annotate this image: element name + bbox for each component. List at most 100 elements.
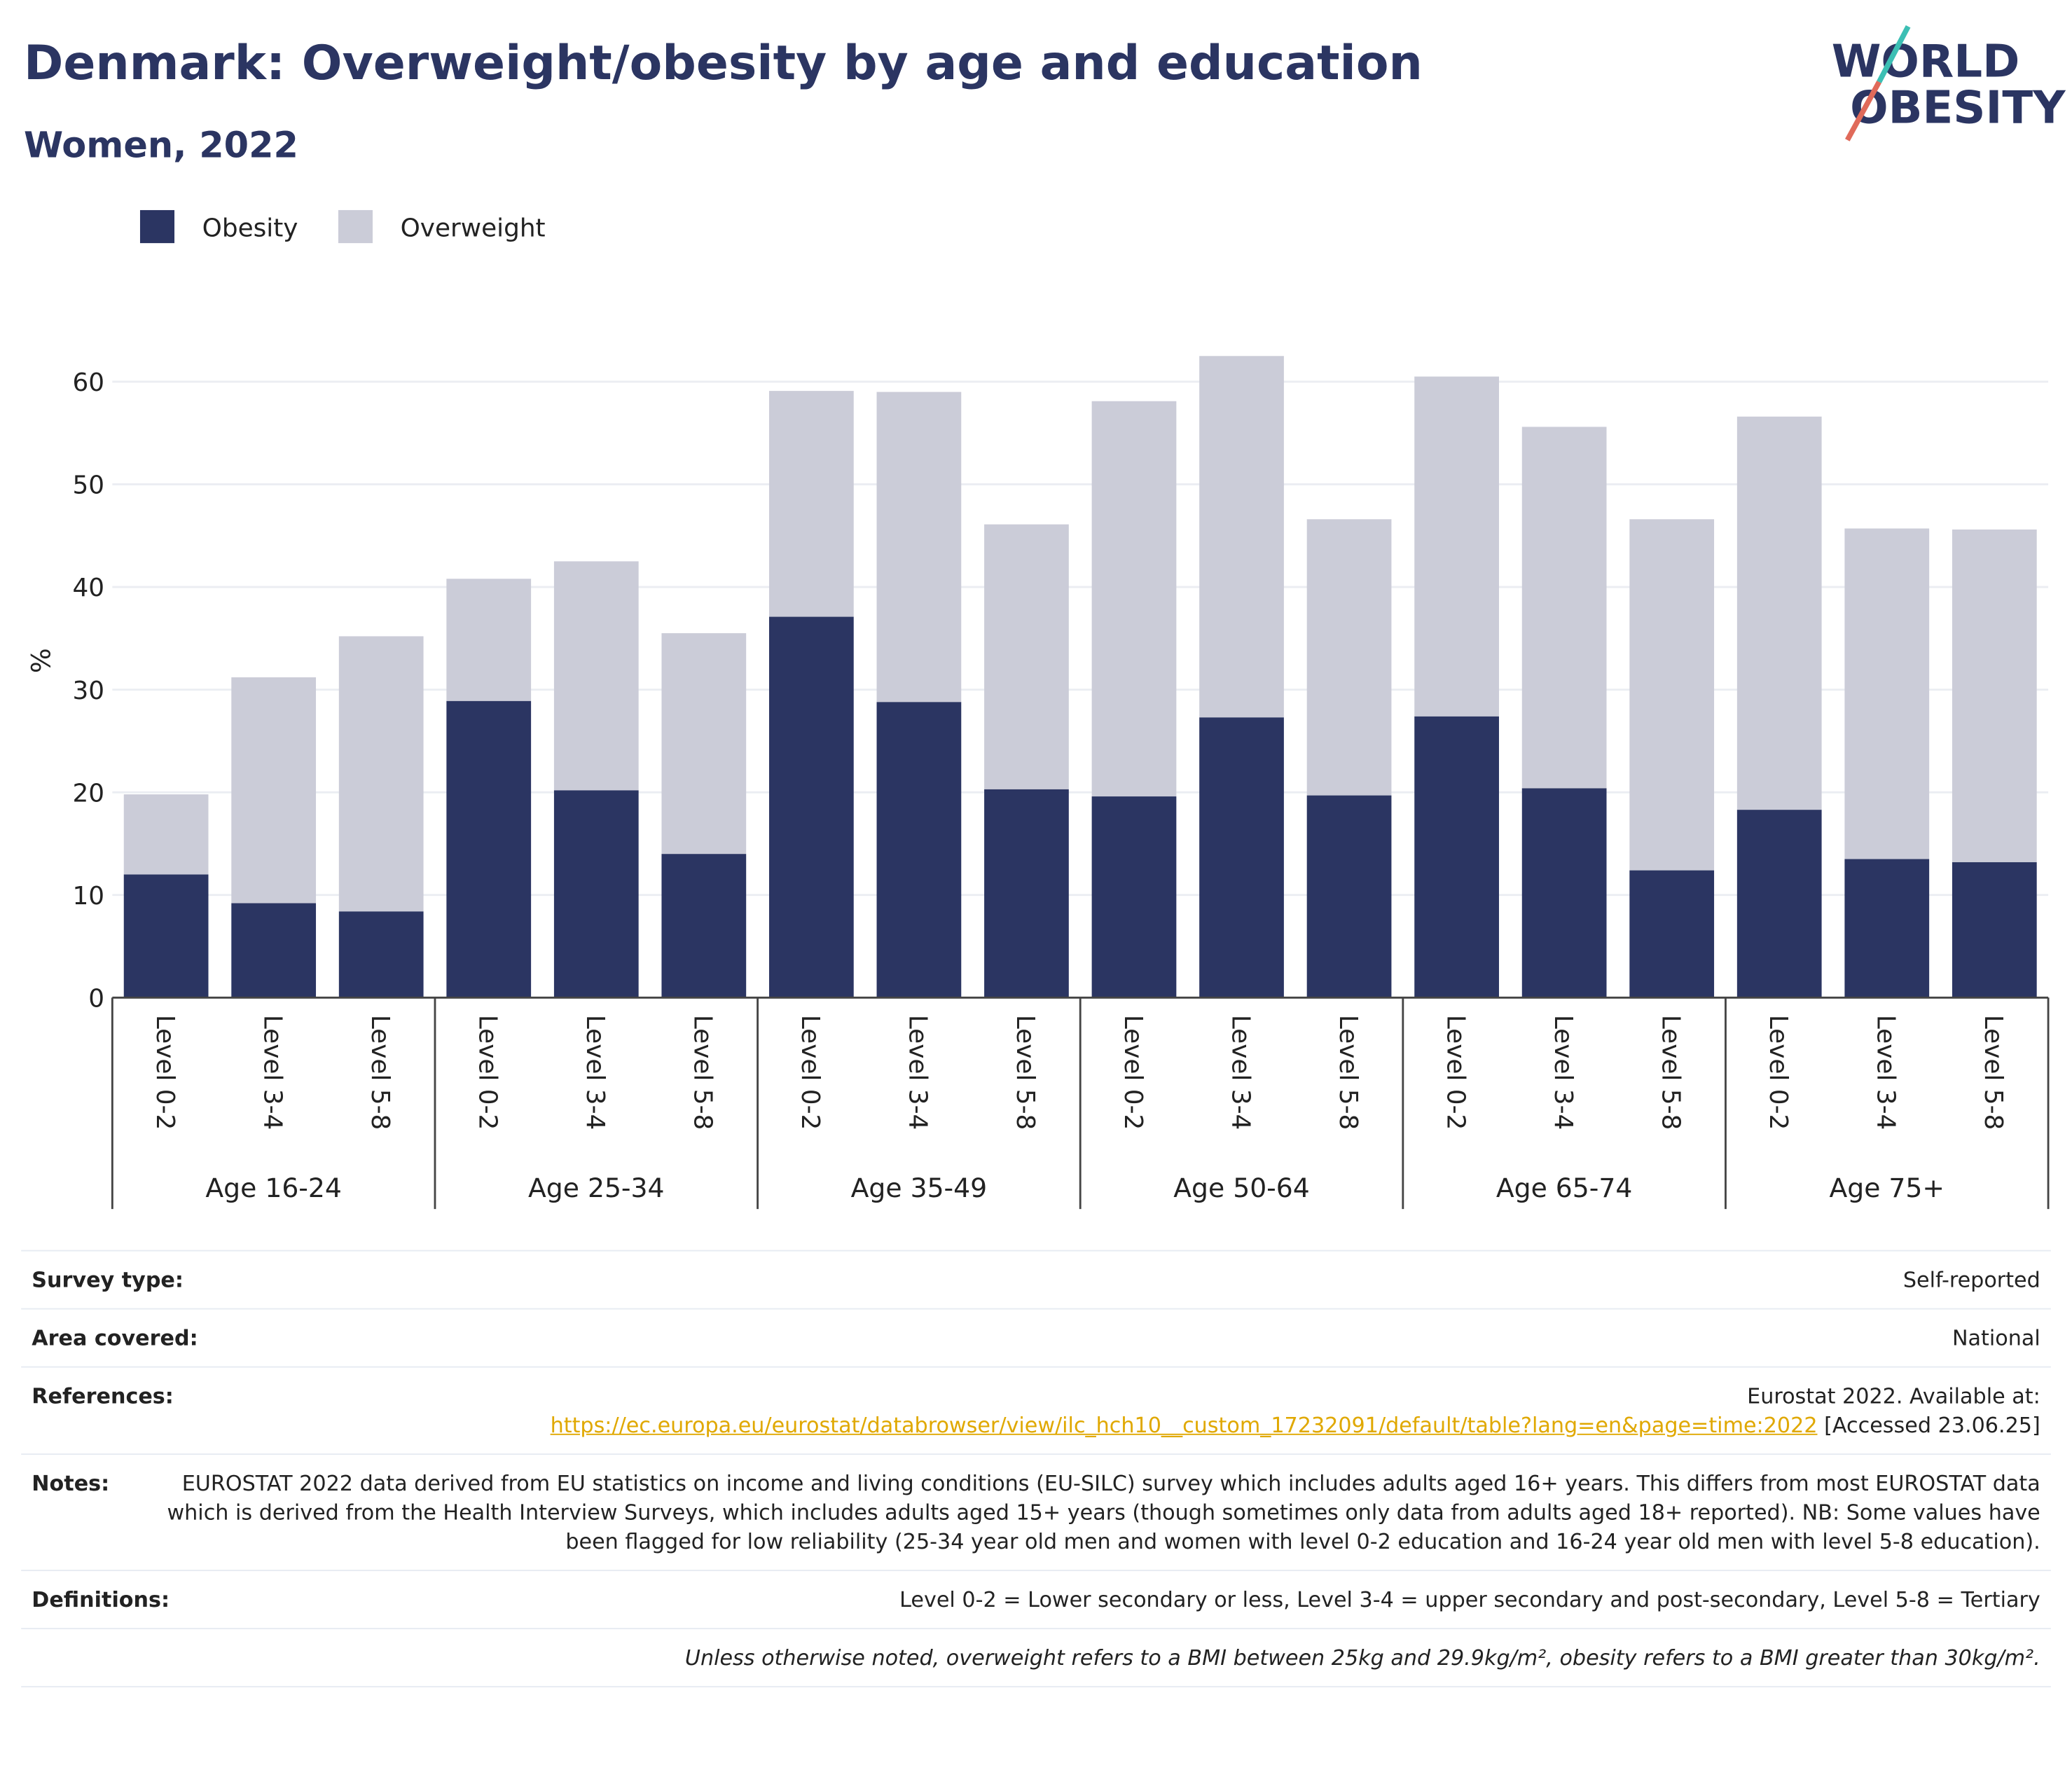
row-text: Level 0-2 = Lower secondary or less, Lev… [899,1586,2040,1612]
bar-segment [553,561,639,791]
bar-segment [984,789,1069,998]
x-tick-label: Level 5-8 [1011,1015,1040,1130]
chart: Denmark: Overweight/obesity by age and e… [24,25,2066,1210]
bar-segment [446,579,532,701]
bar-segment [338,911,424,998]
bar-segment [1521,427,1607,789]
row-value: Level 0-2 = Lower secondary or less, Lev… [899,1586,2040,1615]
bar-segment [876,702,962,998]
row-label: Survey type: [32,1267,184,1292]
bar-segment [1091,796,1177,998]
group-label: Age 75+ [1829,1173,1945,1203]
table-row: Area covered: National [21,1308,2051,1367]
row-value: Self-reported [1903,1266,2040,1295]
y-tick-label: 20 [72,779,104,808]
group-label: Age 50-64 [1173,1173,1310,1203]
bar-segment [1736,810,1822,998]
y-tick-label: 40 [72,574,104,602]
group-label: Age 25-34 [528,1173,665,1203]
chart-title: Denmark: Overweight/obesity by age and e… [24,36,1423,91]
bar-segment [231,677,317,904]
row-value: EUROSTAT 2022 data derived from EU stati… [149,1470,2040,1557]
bar-segment [1736,416,1822,810]
row-label: Notes: [32,1470,110,1496]
row-label: Area covered: [32,1325,198,1351]
group-label: Age 16-24 [205,1173,342,1203]
chart-subtitle: Women, 2022 [24,125,298,166]
row-value: Eurostat 2022. Available at: https://ec.… [551,1382,2040,1440]
bar-segment [1199,717,1284,998]
row-text: Self-reported [1902,1267,2040,1292]
bar-segment [1199,356,1284,718]
y-tick-label: 30 [72,677,104,705]
bar-segment [984,524,1069,789]
y-tick-label: 50 [72,471,104,500]
table-row: Definitions: Level 0-2 = Lower secondary … [21,1570,2051,1628]
x-tick-label: Level 3-4 [904,1015,932,1130]
legend-swatch [338,209,373,244]
x-tick-label: Level 5-8 [1334,1015,1362,1130]
bar-segment [123,874,209,998]
bar-segment [1844,859,1930,998]
bar-segment [768,391,854,617]
row-text: EUROSTAT 2022 data derived from EU stati… [167,1470,2040,1554]
bar-segment [1844,528,1930,859]
y-tick-label: 60 [72,368,104,397]
x-tick-label: Level 0-2 [151,1015,179,1130]
group-label: Age 35-49 [851,1173,988,1203]
bar-segment [768,616,854,998]
row-value: National [1952,1324,2040,1353]
row-label: References: [32,1383,174,1409]
x-tick-label: Level 3-4 [258,1015,286,1130]
bar-segment [231,903,317,998]
x-tick-label: Level 0-2 [474,1015,502,1130]
row-label: Definitions: [32,1586,170,1612]
x-tick-label: Level 5-8 [689,1015,717,1130]
footnote: Unless otherwise noted, overweight refer… [684,1645,2040,1671]
x-tick-label: Level 0-2 [1119,1015,1147,1130]
bar-segment [123,794,209,875]
legend-label: Overweight [401,214,546,243]
legend-label: Obesity [202,214,298,243]
x-tick-label: Level 0-2 [1441,1015,1470,1130]
group-label: Age 65-74 [1496,1173,1633,1203]
bar-segment [1414,376,1499,717]
table-row: Notes: EUROSTAT 2022 data derived from EU… [21,1453,2051,1570]
bar-segment [338,636,424,912]
table-row: References: Eurostat 2022. Available at: … [21,1366,2051,1454]
bar-segment [661,632,747,855]
bar-segment [1414,716,1499,998]
logo-text: WORLD [1832,35,2020,88]
y-tick-label: 10 [72,882,104,911]
logo-slash [1877,25,1911,83]
bar-segment [1952,529,2037,862]
logo-slash [1845,81,1881,141]
bar-segment [1306,795,1392,998]
bar-segment [1629,519,1715,871]
table-row: Survey type: Self-reported [21,1250,2051,1308]
bar-segment [1521,788,1607,998]
bar-segment [1091,401,1177,797]
legend-swatch [139,209,175,244]
row-text: National [1952,1325,2040,1351]
logo-text: OBESITY [1850,81,2066,134]
bar-segment [661,854,747,998]
y-tick-label: 0 [88,985,104,1014]
bar-segment [553,790,639,998]
bar-segment [1952,862,2037,998]
x-tick-label: Level 5-8 [1656,1015,1685,1130]
x-tick-label: Level 0-2 [1764,1015,1793,1130]
x-tick-label: Level 3-4 [581,1015,609,1130]
info-table: Survey type: Self-reported Area covered: Na… [21,1250,2051,1688]
bar-segment [876,392,962,703]
bar-segment [446,700,532,998]
x-tick-label: Level 3-4 [1872,1015,1900,1130]
x-tick-label: Level 3-4 [1549,1015,1577,1130]
x-tick-label: Level 3-4 [1226,1015,1255,1130]
reference-link[interactable]: https://ec.europa.eu/eurostat/databrowse… [550,1412,1818,1438]
x-tick-label: Level 5-8 [366,1015,394,1130]
bar-segment [1306,519,1392,796]
x-tick-label: Level 5-8 [1979,1015,2008,1130]
